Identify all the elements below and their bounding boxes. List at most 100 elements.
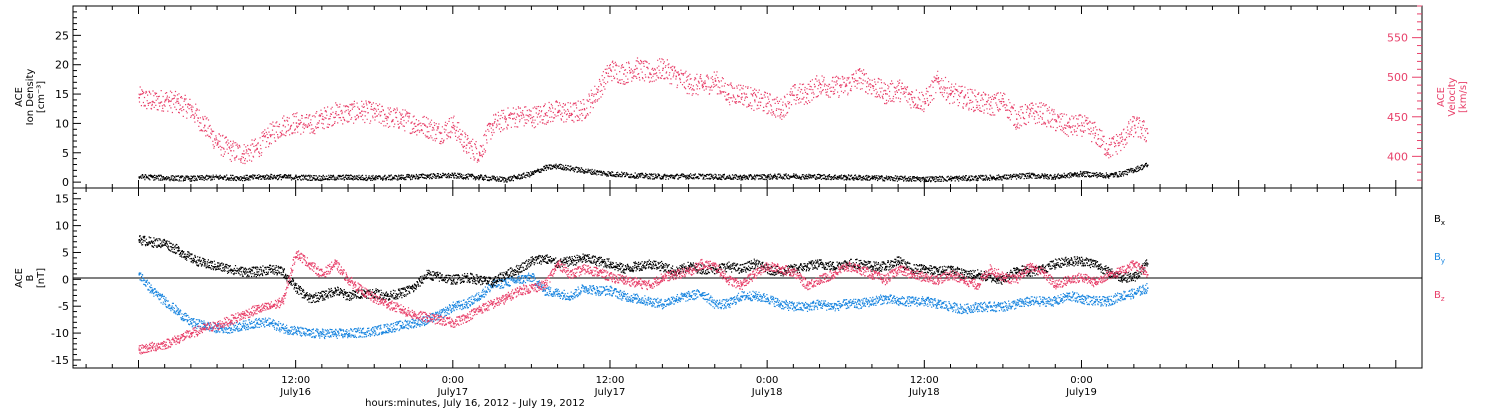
by-point [465,303,468,305]
density-point [898,178,900,180]
bx-point [465,276,468,279]
density-point [531,173,533,175]
density-point [479,176,481,179]
legend-bz: Bz [1434,290,1445,303]
bz-point [767,265,769,268]
bx-point [950,268,952,271]
bz-point [479,308,481,311]
velocity-point [295,122,298,124]
bz-point [426,317,429,319]
bottom-panel-magnetic-field: -15 -10 -5 0 5 10 15 ACEB[nT] Bx By Bz [14,187,1445,369]
bx-point [321,295,324,297]
bx-point [806,265,808,268]
velocity-point [282,124,285,127]
bz-point [1029,265,1031,268]
density-point [374,177,376,179]
velocity-point [452,124,455,127]
bz-point [1147,274,1149,276]
bx-point [898,260,900,262]
field-tick-label: -5 [58,300,69,313]
density-point [452,175,455,177]
by-point [780,303,782,305]
bx-point [505,274,507,276]
bx-point [911,268,913,271]
velocity-point [177,102,180,104]
bz-point [754,274,756,276]
bz-point [452,322,455,324]
by-point [1055,300,1057,303]
by-point [858,303,861,305]
by-point [413,322,415,324]
bx-point [361,292,363,295]
by-point [177,311,180,314]
bx-point [1042,268,1044,271]
velocity-point [767,102,769,104]
bz-point [898,268,900,271]
time-axis-labels: 12:00July160:00July1712:00July170:00July… [279,375,1097,398]
density-point [505,179,507,181]
bx-point [885,265,887,268]
by-point [937,303,939,305]
bz-point [1055,284,1057,287]
time-tick-label: 0:00 [1070,375,1092,386]
bz-point [138,349,140,351]
bz-point [321,274,324,276]
field-axis-label: ACEB[nT] [14,268,47,288]
density-point [138,176,140,178]
by-point [334,333,337,335]
bx-point [282,271,285,273]
bx-point [1055,263,1057,265]
bx-point [518,268,520,271]
bx-point [924,268,926,271]
velocity-point [361,110,363,112]
velocity-point [505,118,507,120]
bx-point [727,265,730,268]
by-point [623,295,625,297]
density-point [610,173,612,175]
density-point [321,177,324,179]
bx-point [439,276,442,279]
by-point [282,327,285,330]
bz-point [714,265,717,268]
bz-point [701,263,704,265]
density-point [1147,164,1149,166]
bz-point [334,263,337,265]
bz-point [1042,271,1044,273]
velocity-point [531,116,533,119]
by-point [596,290,599,292]
bx-point [1094,263,1097,265]
bz-point [557,263,560,265]
bx-point [269,268,271,271]
velocity-point [583,108,586,111]
bz-point [230,319,232,322]
by-point [1081,298,1083,300]
velocity-point [243,153,245,155]
by-point [1002,306,1005,308]
date-tick-label: July17 [594,387,626,398]
bx-point [138,239,140,241]
bz-point [1016,279,1018,281]
velocity-point [610,69,612,71]
density-tick-label: 15 [55,88,69,101]
by-point [754,295,756,297]
density-point [714,176,717,178]
bz-point [308,263,311,265]
density-tick-label: 10 [55,117,69,130]
bz-point [348,279,350,281]
velocity-tick-label: 450 [1387,111,1408,124]
by-point [190,322,193,324]
bz-point [492,303,494,305]
by-point [531,276,533,279]
bz-point [269,306,271,308]
by-point [1016,303,1018,305]
bx-point [1133,276,1136,279]
bx-point [819,263,821,265]
by-point [1029,300,1031,303]
by-point [767,298,769,300]
by-point [845,303,848,305]
density-point [976,177,979,179]
bz-point [544,284,546,287]
bx-point [649,263,651,265]
bottom-panel-time-ticks [85,188,1397,368]
density-point [1081,173,1083,175]
